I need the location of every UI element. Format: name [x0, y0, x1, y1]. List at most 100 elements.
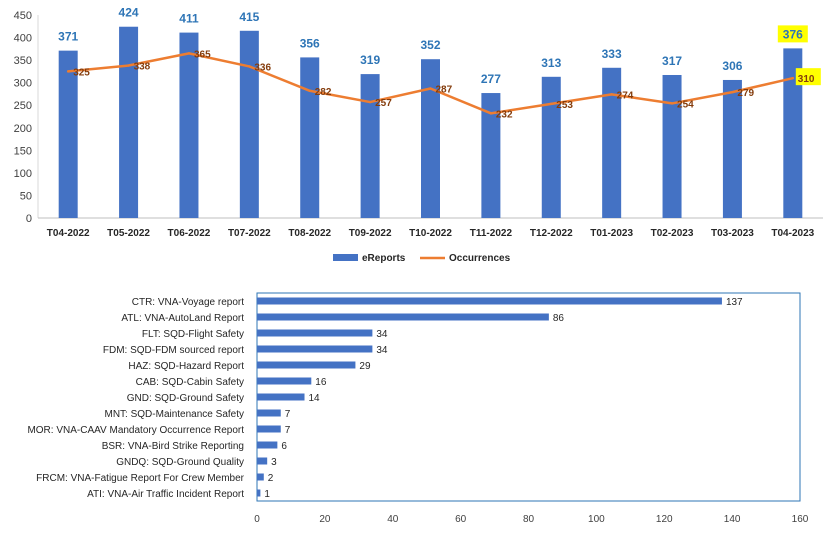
point-occurrences: [731, 90, 734, 94]
x-tick-label: T02-2023: [651, 228, 694, 239]
monthly-reports-chart: 0 50 100 150 200 250 300 350 400 450 371 424 411 415 3…: [14, 6, 823, 264]
line-value-label: 365: [194, 49, 211, 60]
x-tick-label: T11-2022: [470, 228, 513, 239]
bar-value-label: 319: [360, 53, 380, 67]
y-tick-label: 250: [14, 100, 32, 112]
bar-ereports: [662, 74, 682, 219]
line-value-label: 279: [737, 88, 754, 99]
x-tick-label: T07-2022: [228, 228, 271, 239]
category-label: ATI: VNA-Air Traffic Incident Report: [87, 489, 244, 500]
line-value-label: 287: [436, 85, 453, 96]
bar-value-label: 317: [662, 54, 682, 68]
y-tick-label: 100: [14, 168, 32, 180]
legend-swatch-ereports: [333, 254, 358, 261]
x-tick-label: T10-2022: [409, 228, 452, 239]
bar-ereports: [300, 57, 320, 218]
bar-value-label: 356: [300, 36, 320, 50]
category-label: GNDQ: SQD-Ground Quality: [116, 457, 244, 468]
line-value-label: 336: [254, 62, 271, 73]
bar-report-count: [257, 345, 373, 353]
point-occurrences: [127, 64, 130, 67]
bar-value-label: 313: [541, 56, 561, 70]
bar-report-count: [257, 489, 261, 497]
bar-value-label: 29: [359, 361, 371, 372]
line-value-label: 254: [677, 99, 694, 110]
x-tick-label: 160: [792, 514, 809, 525]
y-tick-label: 300: [14, 78, 32, 90]
x-tick-label: 100: [588, 514, 605, 525]
bar-report-count: [257, 297, 722, 305]
plot-area-border: [256, 292, 801, 502]
line-value-label: 257: [375, 98, 392, 109]
category-label: FLT: SQD-Flight Safety: [142, 329, 244, 340]
bar-ereports: [602, 67, 622, 218]
point-occurrences: [489, 112, 493, 115]
y-tick-label: 450: [14, 10, 32, 22]
bar-report-count: [257, 473, 264, 481]
y-tick-label: 350: [14, 55, 32, 67]
bar-ereports: [179, 32, 199, 218]
legend-label-ereports: eReports: [362, 253, 406, 264]
y-tick-label: 400: [14, 33, 32, 45]
category-label: CTR: VNA-Voyage report: [132, 297, 244, 308]
point-occurrences: [368, 100, 372, 104]
bar-value-label: 3: [271, 457, 277, 468]
category-label: MNT: SQD-Maintenance Safety: [105, 409, 245, 420]
y-tick-label: 200: [14, 123, 32, 135]
bar-report-count: [257, 409, 281, 417]
bar-value-label: 14: [309, 393, 321, 404]
x-tick-label: 140: [724, 514, 741, 525]
bar-value-label: 1: [264, 489, 270, 500]
x-tick-label: T09-2022: [349, 228, 392, 239]
line-value-label: 310: [798, 74, 815, 85]
x-tick-label: T08-2022: [288, 228, 331, 239]
category-label: MOR: VNA-CAAV Mandatory Occurrence Repor…: [27, 425, 244, 436]
bar-value-label: 411: [179, 12, 199, 26]
point-occurrences: [791, 76, 795, 80]
bar-value-label: 376: [783, 27, 803, 41]
bar-value-label: 16: [315, 377, 327, 388]
bar-ereports: [421, 59, 440, 218]
bar-report-count: [257, 329, 373, 337]
bar-report-count: [257, 393, 305, 401]
bar-ereports: [783, 48, 803, 219]
bar-report-count: [257, 313, 549, 321]
line-value-label: 274: [617, 90, 634, 101]
bar-ereports: [722, 79, 742, 219]
line-value-label: 253: [556, 100, 573, 111]
bar-value-label: 7: [285, 409, 291, 420]
bar-value-label: 277: [481, 72, 501, 86]
category-label: ATL: VNA-AutoLand Report: [121, 313, 244, 324]
bar-ereports: [119, 26, 139, 219]
bar-value-label: 2: [268, 473, 274, 484]
report-type-chart: CTR: VNA-Voyage report 1 3 7 ATL: VNA-AutoLa…: [27, 292, 809, 525]
x-tick-label: 0: [254, 514, 260, 525]
bar-ereports: [541, 76, 561, 219]
line-value-label: 282: [315, 87, 332, 98]
x-tick-label: 60: [455, 514, 467, 525]
point-occurrences: [248, 65, 251, 68]
point-occurrences: [308, 89, 311, 92]
category-label: FRCM: VNA-Fatigue Report For Crew Member: [36, 473, 244, 484]
bar-value-label: 424: [119, 6, 139, 20]
x-tick-label: T12-2022: [530, 228, 573, 239]
legend-label-occurrences: Occurrences: [449, 253, 511, 264]
bar-value-label: 34: [376, 329, 388, 340]
bar-value-label: 306: [722, 59, 742, 73]
point-occurrences: [550, 102, 553, 106]
bar-report-count: [257, 457, 268, 465]
x-tick-label: 20: [319, 514, 331, 525]
bar-value-label: 352: [420, 38, 440, 52]
line-value-label: 325: [73, 67, 90, 78]
bar-ereports: [58, 50, 78, 218]
line-value-label: 338: [134, 62, 151, 73]
x-tick-label: T01-2023: [590, 228, 633, 239]
point-occurrences: [187, 52, 191, 55]
label-highlight: [777, 25, 808, 43]
bar-ereports: [360, 74, 380, 219]
bar-report-count: [257, 425, 281, 433]
x-tick-label: T04-2023: [771, 228, 814, 239]
point-occurrences: [66, 70, 70, 73]
point-occurrences: [610, 93, 613, 96]
x-tick-label: T03-2023: [711, 228, 754, 239]
